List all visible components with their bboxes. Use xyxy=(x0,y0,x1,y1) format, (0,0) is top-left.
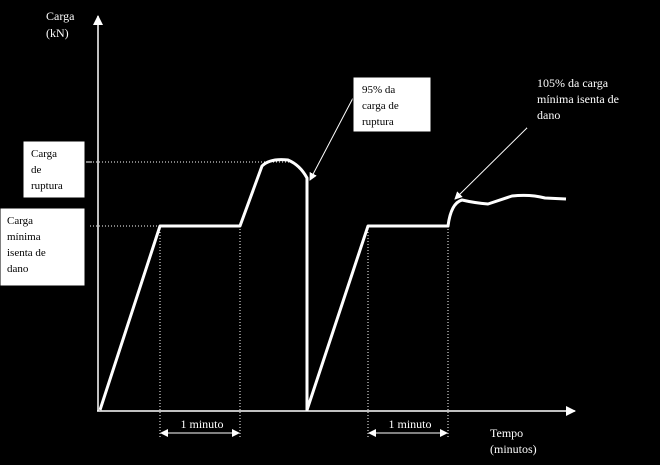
callout-arrow xyxy=(309,97,354,181)
interval-label-bg xyxy=(385,418,435,431)
x-axis-label: Tempo xyxy=(490,426,523,440)
load-curve xyxy=(98,158,567,412)
box-label: mínima isenta de xyxy=(537,92,619,106)
box-label: Carga xyxy=(7,215,33,227)
box-label: ruptura xyxy=(31,180,63,192)
box-label: Carga xyxy=(31,148,57,160)
box-label: de xyxy=(31,164,42,176)
box-label: dano xyxy=(7,263,29,275)
box-label: isenta de xyxy=(7,247,46,259)
y-axis-label: Carga xyxy=(46,9,75,23)
box-label: carga de xyxy=(362,100,399,112)
box-label: ruptura xyxy=(362,116,394,128)
label-box xyxy=(352,76,432,133)
x-axis-label: (minutos) xyxy=(490,442,537,456)
interval-label-bg xyxy=(177,418,227,431)
label-box xyxy=(0,207,86,287)
interval-label: 1 minuto xyxy=(388,417,431,431)
box-label: 105% da carga xyxy=(537,76,609,90)
label-box xyxy=(527,92,637,128)
box-label: 95% da xyxy=(362,84,395,96)
box-label: dano xyxy=(537,108,560,122)
label-box xyxy=(22,140,86,199)
interval-label: 1 minuto xyxy=(180,417,223,431)
guides xyxy=(90,161,449,438)
callout-arrow xyxy=(454,119,536,200)
box-label: mínima xyxy=(7,231,41,243)
y-axis-label: (kN) xyxy=(46,26,69,40)
